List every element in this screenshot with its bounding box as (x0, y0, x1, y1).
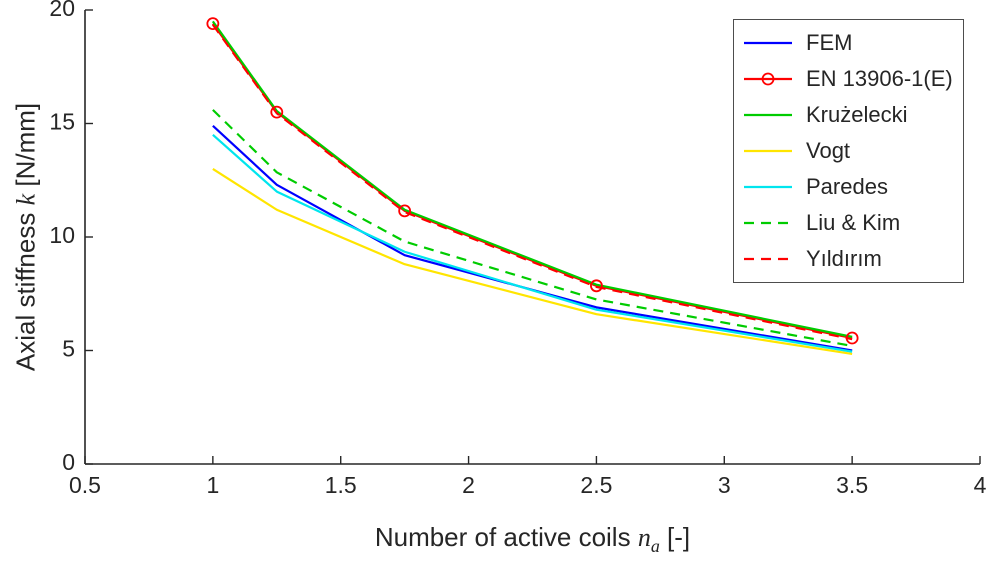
x-axis-label-text: Number of active coils (374, 522, 638, 552)
y-tick-label: 15 (49, 109, 75, 135)
legend: FEM EN 13906-1(E) Krużelecki Vogt Paredes Liu… (733, 19, 964, 283)
legend-line-sample (744, 149, 792, 153)
y-axis-label-text: Axial stiffness (10, 205, 41, 372)
legend-label: Liu & Kim (806, 210, 901, 235)
legend-line-sample (744, 185, 792, 189)
x-axis-label-units: [-] (659, 522, 691, 552)
x-tick-label: 4 (974, 472, 987, 498)
legend-item-liu-kim: Liu & Kim (742, 205, 953, 241)
legend-label: Krużelecki (806, 102, 908, 127)
x-tick-label: 2 (462, 472, 475, 498)
legend-line-sample (744, 221, 792, 225)
legend-label: Vogt (806, 138, 851, 163)
legend-item-kru-elecki: Krużelecki (742, 97, 953, 133)
series-marker-en-13906-1-e- (398, 204, 412, 218)
legend-label: Yıldırım (806, 246, 882, 271)
series-marker-en-13906-1-e- (590, 279, 603, 293)
series-line-liu-kim (212, 109, 853, 348)
x-axis-label-symbol: n (637, 523, 651, 552)
legend-item-en-13906-1-e-: EN 13906-1(E) (742, 61, 953, 97)
x-tick-label: 1 (206, 472, 219, 498)
series-line-kru-elecki (211, 20, 853, 338)
x-tick-label: 0.5 (69, 472, 101, 498)
series-marker-en-13906-1-e- (845, 331, 859, 345)
series-marker-en-13906-1-e- (206, 17, 220, 31)
y-tick-label: 20 (49, 0, 75, 21)
series-line-fem (212, 124, 853, 352)
x-axis-label: Number of active coils na [-] (85, 522, 980, 557)
y-tick-label: 10 (49, 222, 75, 248)
x-axis-label-subscript: a (650, 536, 660, 557)
legend-item-fem: FEM (742, 25, 953, 61)
legend-line-sample (744, 41, 792, 45)
x-tick-label: 1.5 (325, 472, 357, 498)
y-tick-label: 5 (62, 336, 75, 362)
x-tick-label: 2.5 (580, 472, 612, 498)
legend-label: EN 13906-1(E) (806, 66, 953, 91)
series-line-paredes (212, 134, 853, 353)
x-tick-label: 3 (718, 472, 731, 498)
legend-line-sample (744, 257, 792, 261)
x-tick-label: 3.5 (836, 472, 868, 498)
legend-item-paredes: Paredes (742, 169, 953, 205)
series-marker-en-13906-1-e- (270, 105, 284, 119)
y-axis-label-symbol: k (11, 193, 41, 206)
y-tick-label: 0 (62, 449, 75, 475)
y-axis-label: Axial stiffness k [N/mm] (11, 103, 42, 371)
legend-item-y-ld-r-m: Yıldırım (742, 241, 953, 277)
series-line-y-ld-r-m (211, 24, 853, 341)
series-line-vogt (212, 167, 853, 355)
legend-line-sample (744, 113, 792, 117)
y-axis-label-units: [N/mm] (10, 102, 41, 194)
legend-marker-sample (761, 72, 775, 86)
legend-line-sample (744, 72, 792, 86)
legend-item-vogt: Vogt (742, 133, 953, 169)
legend-label: Paredes (806, 174, 888, 199)
legend-label: FEM (806, 30, 853, 55)
